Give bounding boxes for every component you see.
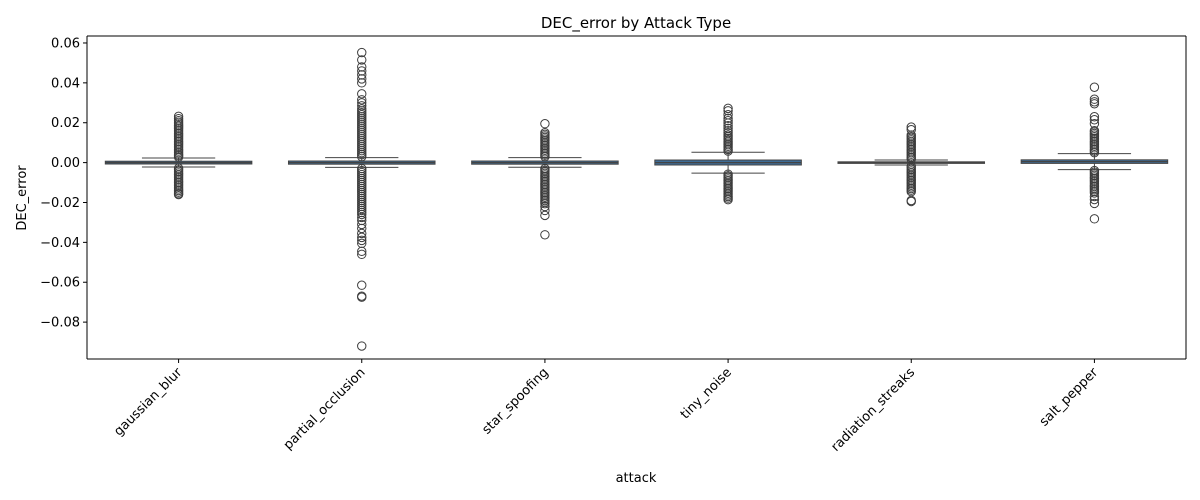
y-tick-label: −0.08	[40, 316, 80, 331]
outlier-point	[1089, 188, 1100, 198]
y-tick-label: 0.02	[51, 116, 80, 131]
outlier-point	[540, 128, 550, 138]
outlier-point	[1089, 126, 1100, 136]
outlier-point	[357, 47, 367, 58]
outlier-point	[723, 103, 733, 114]
outlier-point	[357, 249, 367, 260]
outlier-point	[1089, 82, 1100, 92]
outlier-point	[540, 230, 550, 240]
y-tick-label: 0.00	[51, 156, 80, 171]
x-axis-label: attack	[616, 471, 657, 486]
outlier-point	[723, 116, 733, 126]
outlier-point	[540, 119, 550, 129]
outlier-point	[540, 210, 550, 221]
outlier-point	[723, 110, 733, 120]
outlier-point	[357, 235, 367, 246]
outlier-point	[357, 223, 367, 234]
outlier-point	[357, 55, 367, 65]
outlier-point	[540, 205, 550, 216]
y-tick-label: −0.02	[40, 196, 80, 211]
outlier-point	[357, 341, 367, 351]
y-axis-label: DEC_error	[15, 165, 30, 231]
outlier-point	[1089, 194, 1100, 205]
outlier-point	[723, 123, 733, 134]
outlier-point	[1089, 97, 1100, 107]
outlier-point	[173, 111, 184, 122]
outlier-point	[723, 106, 733, 116]
outlier-point	[723, 113, 733, 124]
y-tick-label: 0.06	[51, 36, 80, 51]
outlier-point	[357, 104, 367, 114]
outlier-point	[357, 209, 367, 220]
outlier-point	[723, 130, 733, 140]
outlier-point	[357, 66, 367, 76]
outlier-point	[357, 232, 367, 243]
outlier-point	[1089, 115, 1100, 125]
outlier-point	[1089, 191, 1100, 202]
outlier-point	[357, 219, 367, 230]
outlier-point	[723, 126, 733, 136]
outlier-point	[906, 196, 916, 207]
outlier-point	[1089, 94, 1100, 104]
outlier-point	[906, 122, 916, 132]
outlier-point	[357, 89, 367, 99]
outlier-point	[1089, 119, 1100, 129]
outlier-point	[173, 189, 184, 200]
outlier-point	[723, 194, 733, 205]
y-tick-label: −0.06	[40, 276, 80, 291]
outlier-point	[357, 95, 367, 105]
y-tick-label: 0.04	[51, 76, 80, 91]
y-tick-label: −0.04	[40, 236, 80, 251]
outlier-point	[723, 121, 733, 131]
outlier-point	[357, 212, 367, 223]
outlier-point	[357, 228, 367, 239]
outlier-point	[357, 292, 367, 302]
outlier-point	[173, 114, 184, 124]
outlier-point	[357, 101, 367, 111]
outlier-point	[540, 198, 550, 209]
outlier-point	[540, 201, 550, 212]
outlier-point	[357, 280, 367, 290]
outlier-point	[357, 246, 367, 257]
outlier-point	[357, 62, 367, 72]
outlier-point	[357, 98, 367, 108]
outlier-point	[1089, 198, 1100, 209]
outlier-point	[1089, 214, 1100, 224]
chart-title: DEC_error by Attack Type	[541, 14, 731, 33]
outlier-point	[906, 125, 916, 135]
outlier-point	[1089, 112, 1100, 122]
